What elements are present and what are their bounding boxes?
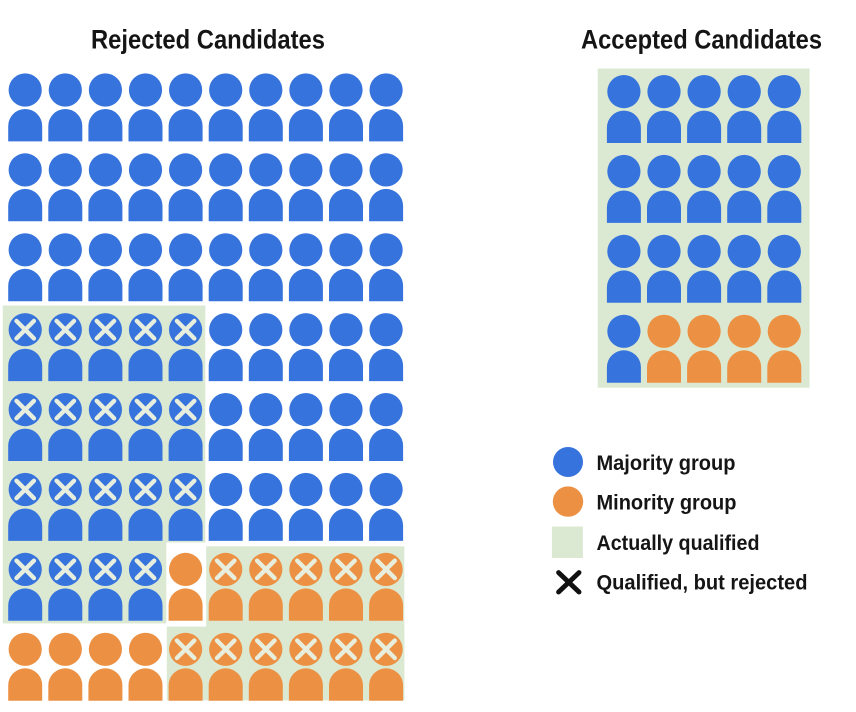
svg-text:Rejected Candidates: Rejected Candidates [91,25,325,55]
svg-text:Accepted Candidates: Accepted Candidates [581,25,822,55]
svg-text:Minority group: Minority group [597,491,737,514]
svg-text:Actually qualified: Actually qualified [597,532,760,555]
svg-text:Majority group: Majority group [597,452,736,475]
svg-text:Qualified, but rejected: Qualified, but rejected [597,572,808,595]
